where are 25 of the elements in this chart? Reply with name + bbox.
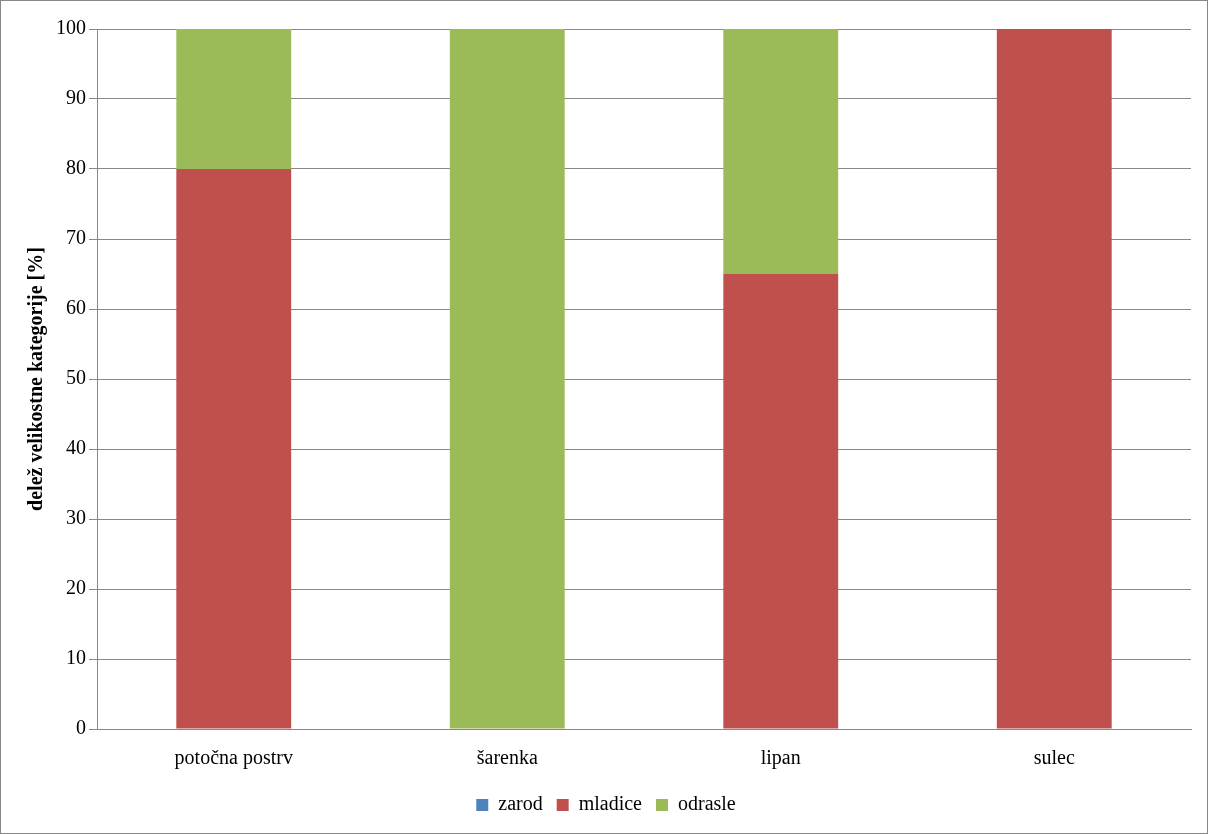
bar [996,29,1112,729]
y-tick-label: 100 [56,16,86,39]
bar [723,274,839,729]
y-tick-label: 20 [66,576,86,599]
y-tick-label: 90 [66,86,86,109]
x-tick-label: sulec [1033,746,1075,769]
legend-label: mladice [578,792,643,815]
bar [176,29,292,169]
bar [723,29,839,274]
x-tick-label: lipan [760,746,801,770]
y-tick-label: 70 [66,226,86,249]
x-tick-label: šarenka [476,746,538,769]
y-tick-label: 50 [66,366,86,389]
y-tick-label: 40 [66,436,86,459]
y-tick-label: 10 [66,646,86,669]
y-tick-label: 0 [76,716,86,739]
y-tick-label: 30 [66,506,86,529]
legend-label: zarod [498,792,543,815]
y-tick-label: 80 [66,156,86,179]
legend-label: odrasle [677,792,736,815]
bar [449,29,565,729]
x-tick-label: potočna postrv [174,746,293,770]
y-tick-label: 60 [66,296,86,319]
bar [176,169,292,729]
y-axis-title: delež velikostne kategorije [%] [24,247,48,511]
